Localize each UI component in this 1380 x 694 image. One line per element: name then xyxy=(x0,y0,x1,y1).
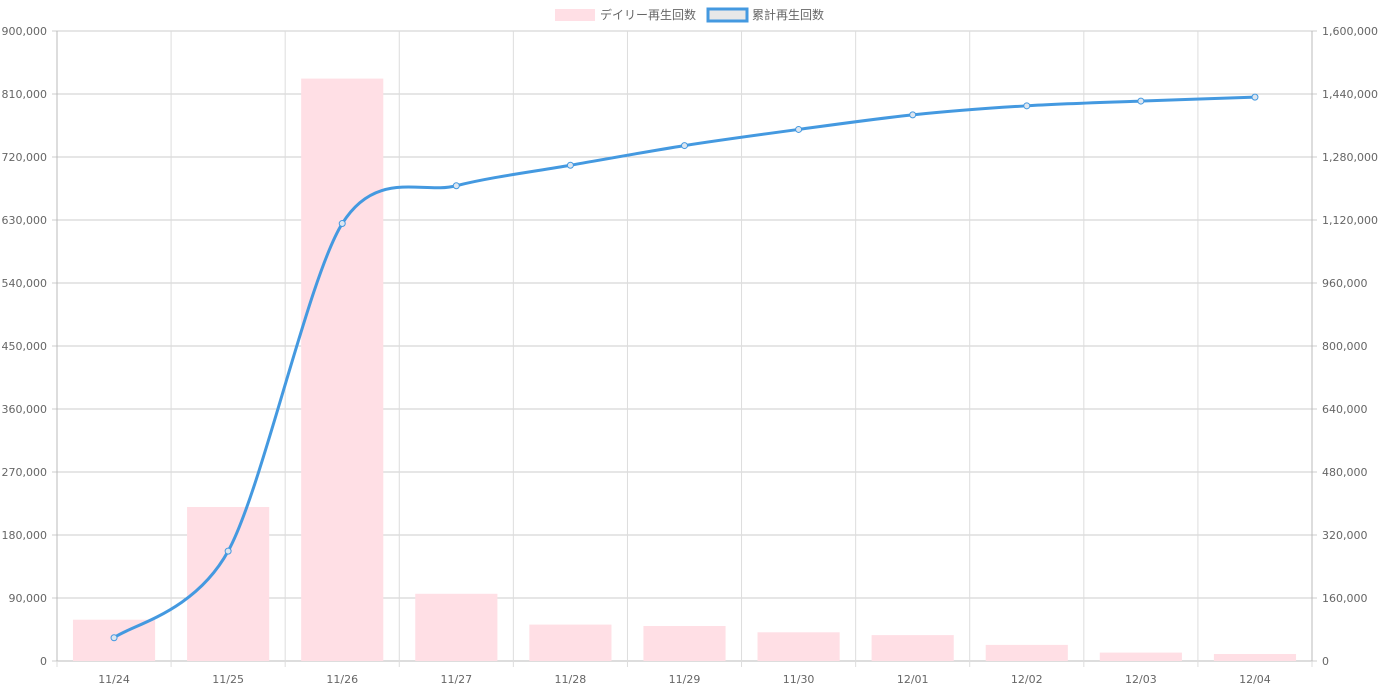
legend-swatch-daily xyxy=(555,9,595,21)
point-cumulative[interactable] xyxy=(224,547,232,555)
y-right-tick-label: 480,000 xyxy=(1322,466,1368,479)
bar-daily[interactable] xyxy=(187,507,270,661)
y-right-tick-label: 1,120,000 xyxy=(1322,214,1378,227)
y-left-tick-label: 900,000 xyxy=(2,25,48,38)
x-tick-label: 12/02 xyxy=(1011,673,1043,686)
bar-daily[interactable] xyxy=(757,632,840,661)
y-left-tick-label: 630,000 xyxy=(2,214,48,227)
y-right-tick-label: 0 xyxy=(1322,655,1329,668)
y-right-tick-label: 960,000 xyxy=(1322,277,1368,290)
y-left-tick-label: 720,000 xyxy=(2,151,48,164)
y-left-tick-label: 810,000 xyxy=(2,88,48,101)
bar-daily[interactable] xyxy=(301,78,384,662)
bar-series-layer xyxy=(72,78,1297,662)
y-left-tick-label: 270,000 xyxy=(2,466,48,479)
y-axis-right: 0 160,000 320,000 480,000 640,000 800,000 960,… xyxy=(1311,25,1378,668)
point-cumulative[interactable] xyxy=(1023,102,1031,110)
bar-daily[interactable] xyxy=(529,624,612,661)
y-left-tick-label: 360,000 xyxy=(2,403,48,416)
bar-daily[interactable] xyxy=(871,635,954,661)
line-series-layer xyxy=(110,93,1259,642)
y-right-tick-label: 1,280,000 xyxy=(1322,151,1378,164)
x-tick-label: 11/30 xyxy=(783,673,815,686)
x-tick-label: 12/03 xyxy=(1125,673,1157,686)
point-cumulative[interactable] xyxy=(452,182,460,190)
point-cumulative[interactable] xyxy=(681,142,688,150)
y-left-tick-label: 540,000 xyxy=(2,277,48,290)
point-cumulative[interactable] xyxy=(1251,93,1259,101)
y-left-tick-label: 90,000 xyxy=(9,592,48,605)
y-right-tick-label: 1,600,000 xyxy=(1322,25,1378,38)
y-left-tick-label: 0 xyxy=(40,655,47,668)
legend-item-cumulative[interactable]: 累計再生回数 xyxy=(706,7,824,23)
x-axis: 11/24 11/25 11/26 11/27 11/28 11/29 11/30 12/01… xyxy=(98,673,1271,686)
y-left-tick-label: 180,000 xyxy=(2,529,48,542)
point-cumulative[interactable] xyxy=(110,634,118,642)
x-tick-label: 11/26 xyxy=(326,673,358,686)
legend-label-cumulative: 累計再生回数 xyxy=(752,7,824,22)
bar-daily[interactable] xyxy=(415,593,498,661)
point-cumulative[interactable] xyxy=(795,125,803,133)
x-tick-label: 12/01 xyxy=(897,673,929,686)
x-tick-label: 12/04 xyxy=(1239,673,1271,686)
line-cumulative xyxy=(113,95,1256,639)
point-cumulative[interactable] xyxy=(1137,97,1145,105)
bar-daily[interactable] xyxy=(985,644,1068,661)
point-cumulative[interactable] xyxy=(909,111,917,119)
bar-daily[interactable] xyxy=(1099,652,1182,661)
bar-daily[interactable] xyxy=(1213,654,1297,661)
x-tick-label: 11/28 xyxy=(555,673,587,686)
point-cumulative[interactable] xyxy=(566,161,574,169)
point-cumulative[interactable] xyxy=(338,220,346,228)
y-axis-left: 0 90,000 180,000 270,000 360,000 450,000 540,0… xyxy=(2,25,58,668)
y-right-tick-label: 320,000 xyxy=(1322,529,1368,542)
y-right-tick-label: 640,000 xyxy=(1322,403,1368,416)
x-tick-label: 11/29 xyxy=(669,673,701,686)
y-right-tick-label: 1,440,000 xyxy=(1322,88,1378,101)
legend: デイリー再生回数 累計再生回数 xyxy=(555,7,824,23)
y-right-tick-label: 160,000 xyxy=(1322,592,1368,605)
y-right-tick-label: 800,000 xyxy=(1322,340,1368,353)
legend-swatch-cumulative xyxy=(706,7,749,23)
legend-label-daily: デイリー再生回数 xyxy=(600,7,696,22)
bar-daily[interactable] xyxy=(643,626,726,661)
x-tick-label: 11/25 xyxy=(212,673,244,686)
legend-item-daily[interactable]: デイリー再生回数 xyxy=(555,7,696,22)
x-tick-label: 11/24 xyxy=(98,673,130,686)
y-left-tick-label: 450,000 xyxy=(2,340,48,353)
x-tick-label: 11/27 xyxy=(440,673,472,686)
